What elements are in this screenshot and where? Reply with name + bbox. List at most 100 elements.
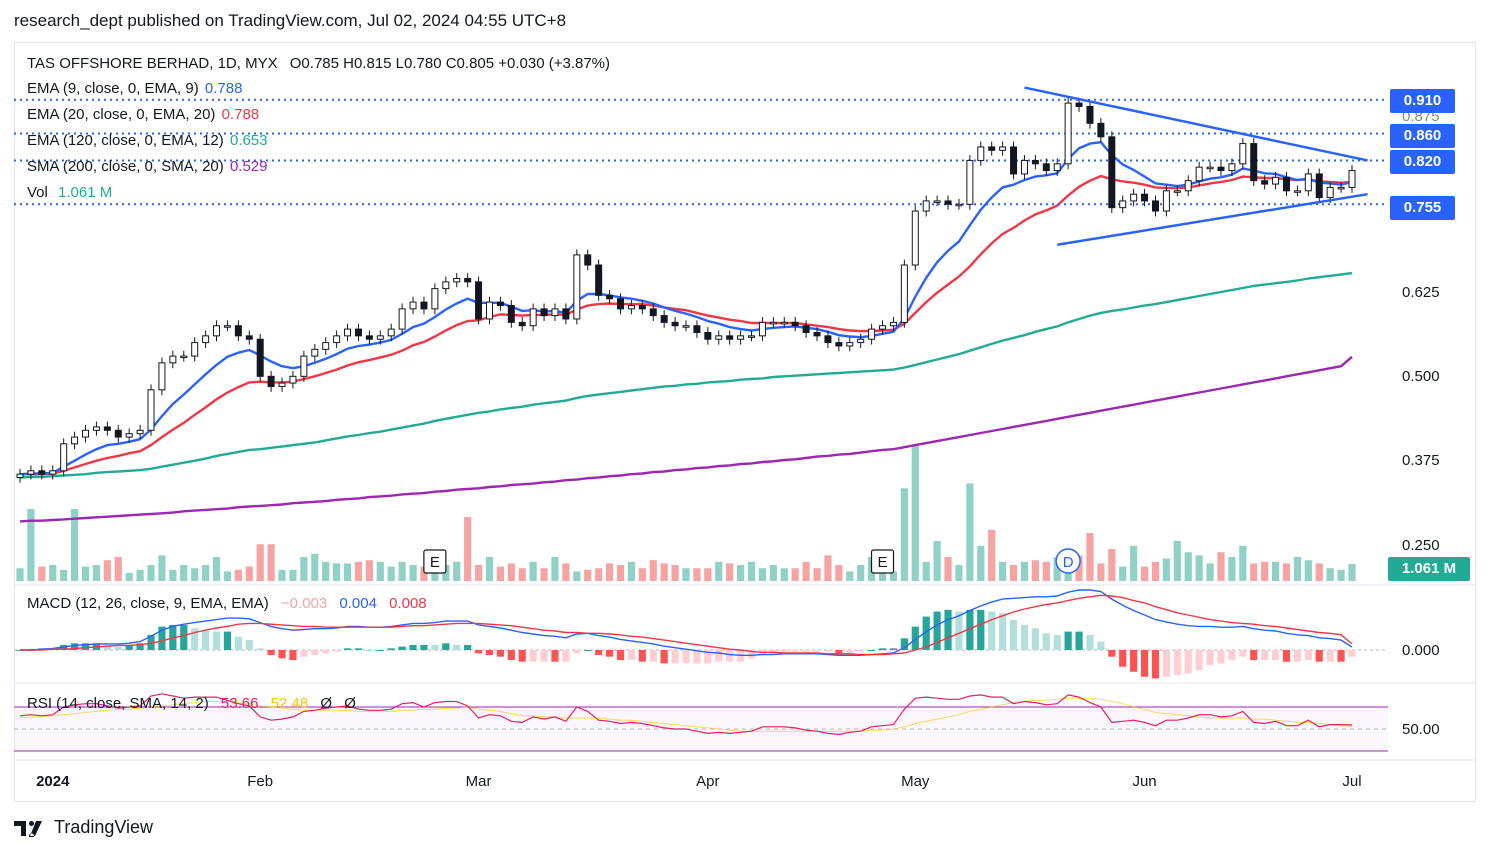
volume-bar bbox=[999, 561, 1007, 581]
symbol-name[interactable]: TAS OFFSHORE BERHAD, 1D, MYX bbox=[27, 55, 278, 72]
macd-histogram-bar bbox=[387, 648, 395, 650]
volume-bar bbox=[485, 557, 494, 581]
volume-bar bbox=[507, 563, 515, 581]
candle-body bbox=[562, 308, 570, 320]
candle-body bbox=[1315, 173, 1323, 199]
macd-histogram-bar bbox=[780, 650, 788, 652]
volume-bar bbox=[1304, 560, 1312, 581]
macd-histogram-bar bbox=[726, 650, 734, 662]
volume-bar bbox=[529, 561, 537, 581]
macd-histogram-bar bbox=[1195, 650, 1203, 671]
macd-histogram-bar bbox=[999, 613, 1007, 650]
candle-body bbox=[82, 429, 90, 438]
ema9-legend[interactable]: EMA (9, close, 0, EMA, 9) 0.788 bbox=[27, 80, 244, 97]
macd-histogram-bar bbox=[868, 650, 876, 651]
candle-body bbox=[1326, 186, 1334, 199]
price-tag-0755[interactable]: 0.755 bbox=[1390, 196, 1455, 220]
volume-bar bbox=[1108, 549, 1116, 581]
price-tag-0860[interactable]: 0.860 bbox=[1390, 124, 1455, 148]
volume-bar bbox=[736, 565, 745, 581]
time-axis-label: Mar bbox=[466, 773, 492, 790]
macd-histogram-bar bbox=[747, 650, 756, 659]
candle-body bbox=[103, 426, 111, 431]
candle-body bbox=[365, 335, 373, 340]
macd-histogram-bar bbox=[1009, 619, 1018, 650]
volume-bar bbox=[1239, 545, 1247, 581]
macd-histogram-bar bbox=[1261, 650, 1269, 661]
macd-tick-zero: 0.000 bbox=[1402, 642, 1440, 659]
ema20-value: 0.788 bbox=[221, 106, 260, 123]
earnings-marker-box bbox=[870, 549, 895, 574]
sma200-legend[interactable]: SMA (200, close, 0, SMA, 20) 0.529 bbox=[27, 158, 269, 175]
rsi-legend[interactable]: RSI (14, close, SMA, 14, 2) 53.66 52.48 … bbox=[27, 695, 358, 712]
macd-histogram-bar bbox=[114, 646, 122, 650]
macd-histogram-bar bbox=[966, 609, 974, 650]
tradingview-footer[interactable]: TradingView bbox=[14, 817, 153, 838]
volume-tag[interactable]: 1.061 M bbox=[1388, 557, 1470, 581]
macd-histogram-bar bbox=[682, 650, 690, 664]
macd-histogram-bar bbox=[311, 650, 319, 656]
candle-body bbox=[1119, 200, 1127, 209]
volume-bar bbox=[758, 568, 767, 581]
triangle-lower-trendline bbox=[1057, 192, 1368, 247]
macd-histogram-bar bbox=[1162, 650, 1170, 677]
macd-legend[interactable]: MACD (12, 26, close, 9, EMA, EMA) −0.003… bbox=[27, 595, 429, 612]
volume-bar bbox=[1097, 563, 1105, 581]
candle-body bbox=[758, 321, 766, 337]
candle-body bbox=[278, 382, 286, 387]
macd-histogram-bar bbox=[180, 624, 188, 650]
macd-histogram-bar bbox=[704, 650, 712, 664]
candle-body bbox=[1141, 193, 1149, 202]
macd-histogram-bar bbox=[507, 650, 515, 661]
macd-histogram-bar bbox=[1250, 650, 1258, 661]
candle-body bbox=[1064, 102, 1072, 165]
macd-histogram-bar bbox=[1042, 633, 1050, 650]
volume-bar bbox=[1119, 566, 1127, 581]
candle-body bbox=[1020, 159, 1028, 175]
macd-histogram-bar bbox=[616, 650, 625, 661]
rsi-extra-2: Ø bbox=[344, 695, 356, 712]
candle-body bbox=[649, 308, 657, 317]
symbol-legend: TAS OFFSHORE BERHAD, 1D, MYX O0.785 H0.8… bbox=[27, 55, 612, 72]
candle-body bbox=[1010, 146, 1018, 175]
candle-body bbox=[158, 362, 166, 391]
macd-histogram-bar bbox=[1326, 650, 1334, 662]
price-tag-0820[interactable]: 0.820 bbox=[1390, 150, 1455, 174]
volume-bar bbox=[496, 566, 504, 581]
macd-line bbox=[20, 589, 1353, 656]
volume-bar bbox=[191, 568, 199, 581]
macd-histogram-bar bbox=[693, 650, 701, 664]
candle-body bbox=[824, 335, 832, 344]
ema120-legend[interactable]: EMA (120, close, 0, EMA, 12) 0.653 bbox=[27, 132, 269, 149]
macd-histogram-bar bbox=[354, 648, 363, 650]
volume-bar bbox=[988, 529, 996, 581]
volume-bar bbox=[747, 561, 756, 581]
volume-bar bbox=[1140, 566, 1149, 581]
volume-legend[interactable]: Vol 1.061 M bbox=[27, 184, 114, 201]
candle-body bbox=[911, 210, 919, 266]
volume-bar bbox=[464, 517, 472, 581]
macd-histogram-bar bbox=[878, 648, 887, 650]
candle-body bbox=[977, 146, 985, 161]
rsi-tick-50: 50.00 bbox=[1402, 721, 1440, 738]
volume-bar bbox=[278, 569, 286, 581]
candle-body bbox=[1053, 163, 1061, 172]
candle-body bbox=[114, 429, 122, 438]
candle-body bbox=[551, 308, 559, 317]
volume-bar bbox=[38, 566, 46, 581]
volume-bar bbox=[267, 544, 275, 581]
price-tag-0910[interactable]: 0.910 bbox=[1390, 89, 1455, 113]
macd-signal-value: 0.008 bbox=[389, 595, 427, 612]
macd-histogram-bar bbox=[158, 626, 166, 650]
ema20-legend[interactable]: EMA (20, close, 0, EMA, 20) 0.788 bbox=[27, 106, 261, 123]
volume-bar bbox=[824, 555, 832, 581]
candle-body bbox=[1086, 105, 1094, 124]
volume-bar bbox=[223, 571, 232, 581]
macd-histogram-bar bbox=[922, 616, 930, 650]
candle-body bbox=[1304, 173, 1312, 192]
volume-bar bbox=[409, 565, 417, 581]
candle-body bbox=[147, 389, 155, 431]
volume-bar bbox=[693, 568, 701, 581]
macd-histogram-bar bbox=[911, 626, 919, 650]
